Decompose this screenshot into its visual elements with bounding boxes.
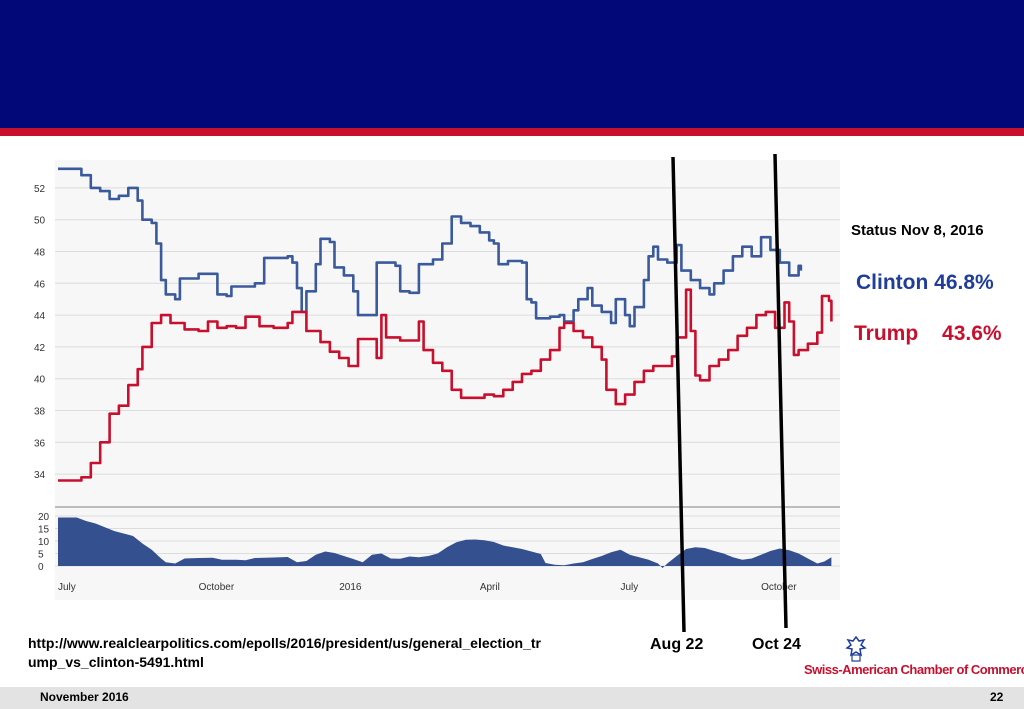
oct-24-label: Oct 24 [752, 636, 801, 653]
y-tick-label: 40 [34, 375, 46, 386]
y-tick-label: 34 [34, 470, 46, 481]
aug-22-marker-line [671, 156, 686, 633]
x-tick-label: July [620, 582, 638, 593]
clinton-value: 46.8% [934, 271, 994, 294]
y-tick-label: 50 [34, 216, 46, 227]
trump-result: Trump 43.6% [854, 322, 1002, 346]
x-tick-labels: July October 2016 April July October [58, 582, 797, 593]
oct-24-marker-line [773, 153, 788, 629]
series-lines [58, 167, 833, 482]
y-tick-label: 42 [34, 343, 46, 354]
footer-bar [0, 687, 1024, 709]
main-gridlines [55, 187, 840, 508]
spread-y-tick-label: 15 [38, 525, 50, 536]
footer-date: November 2016 [40, 690, 129, 704]
page-number: 22 [990, 690, 1004, 704]
main-y-tick-labels: 34 36 38 40 42 44 46 48 50 52 [34, 184, 46, 481]
series-line-clinton [58, 167, 803, 328]
clinton-result: Clinton 46.8% [856, 271, 994, 295]
x-tick-label: October [199, 582, 235, 593]
spread-y-tick-label: 0 [38, 562, 44, 573]
banner-red-stripe [0, 128, 1024, 136]
series-line-trump [58, 288, 833, 482]
chamber-logo-text: Swiss-American Chamber of Commerce [804, 662, 1024, 677]
y-tick-label: 44 [34, 311, 46, 322]
trump-value: 43.6% [942, 322, 1002, 345]
spread-y-tick-label: 10 [38, 537, 50, 548]
x-tick-label: 2016 [339, 582, 362, 593]
x-tick-label: October [761, 582, 797, 593]
trump-name: Trump [854, 322, 919, 345]
y-tick-label: 52 [34, 184, 46, 195]
status-title: Status Nov 8, 2016 [851, 222, 984, 239]
spread-area [58, 517, 832, 568]
x-tick-label: April [480, 582, 500, 593]
y-tick-label: 48 [34, 248, 46, 259]
title-banner [0, 0, 1024, 128]
spread-area-chart [58, 517, 832, 568]
y-tick-label: 38 [34, 407, 46, 418]
x-tick-label: July [58, 582, 76, 593]
y-tick-label: 46 [34, 279, 46, 290]
aug-22-label: Aug 22 [650, 636, 704, 653]
chart-plot-background [55, 160, 840, 600]
eagle-logo-icon [845, 636, 867, 662]
spread-y-tick-label: 5 [38, 550, 44, 561]
spread-y-tick-label: 20 [38, 512, 50, 523]
y-tick-label: 36 [34, 438, 46, 449]
clinton-name: Clinton [856, 271, 929, 294]
source-url-link[interactable]: http://www.realclearpolitics.com/epolls/… [28, 635, 541, 670]
